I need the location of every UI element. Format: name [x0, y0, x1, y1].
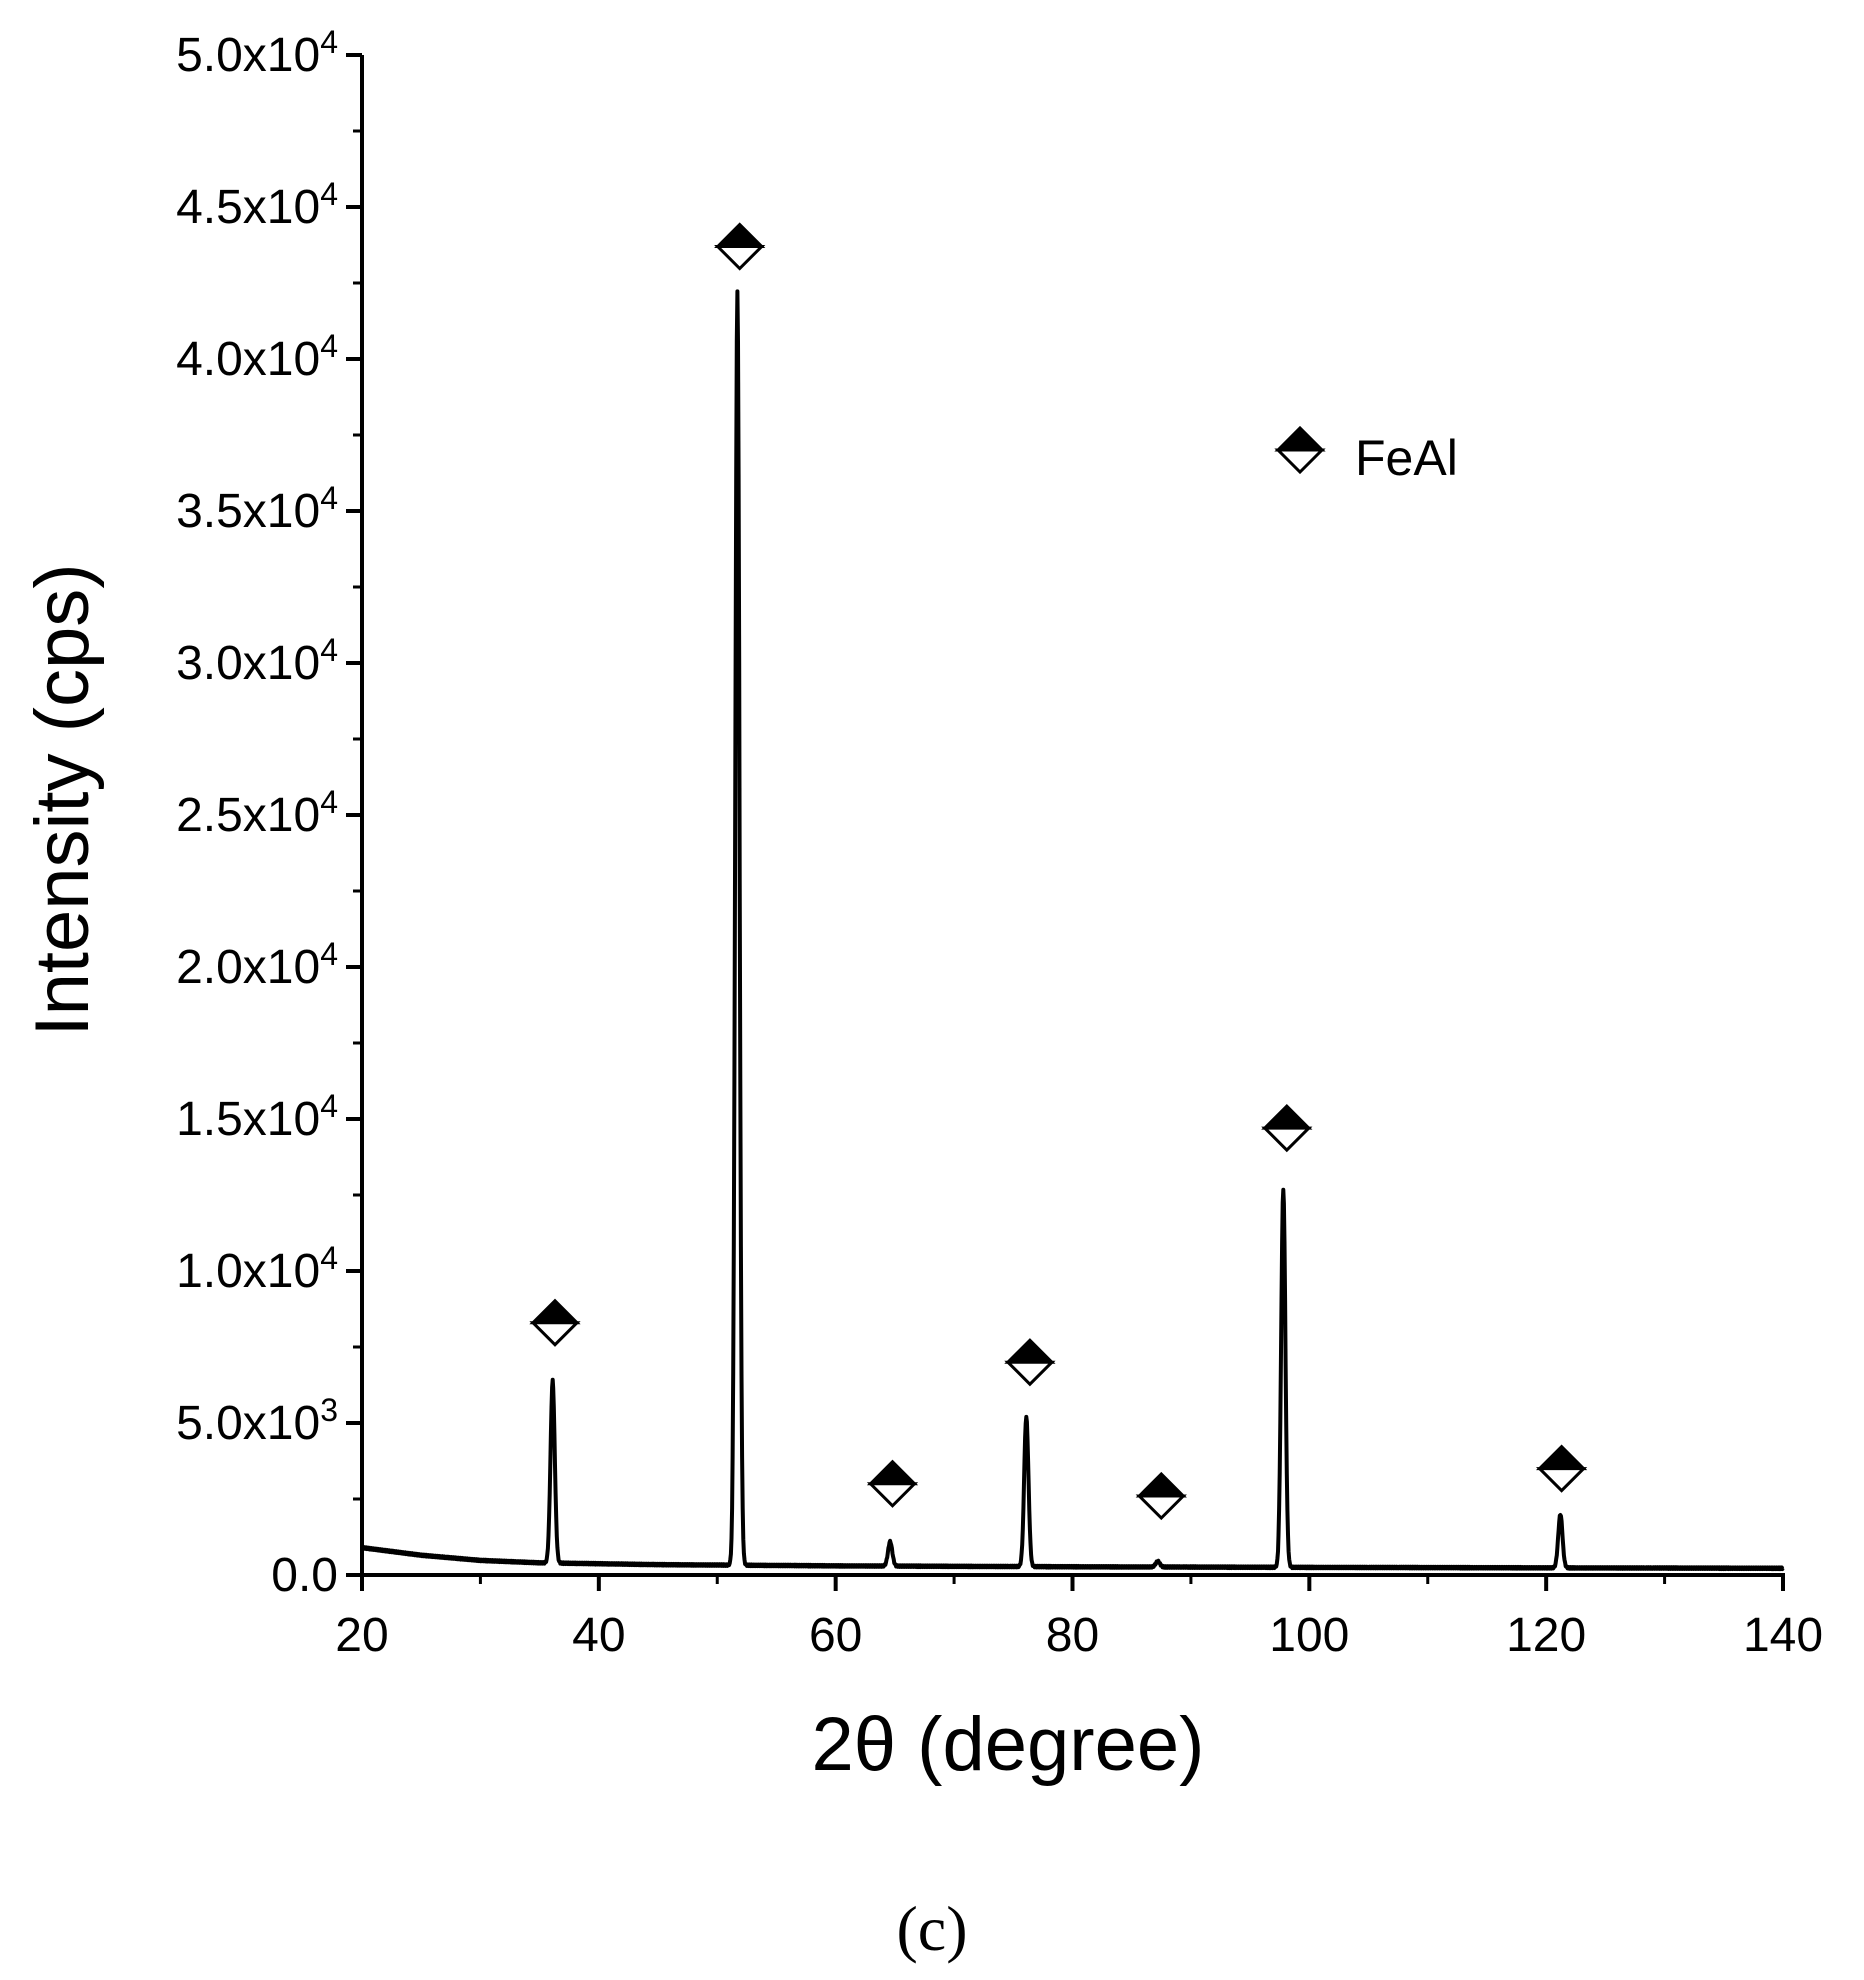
y-tick-label: 4.5x104	[176, 176, 338, 234]
feal-diamond-marker	[1004, 1338, 1056, 1387]
x-tick-label: 40	[572, 1609, 625, 1662]
y-axis-title: Intensity (cps)	[20, 563, 105, 1036]
legend: FeAl	[1274, 425, 1458, 486]
x-tick-label: 120	[1506, 1609, 1586, 1662]
x-axis-ticks: 20 40 60 80 100 120 140	[335, 1575, 1823, 1662]
xrd-pattern-line	[360, 289, 1785, 1572]
y-tick-label: 2.5x104	[176, 784, 338, 842]
feal-diamond-marker	[1535, 1444, 1588, 1493]
y-axis-ticks: 0.0 5.0x103 1.0x104 1.5x104 2.0x104 2.5x104 3.…	[176, 24, 362, 1602]
y-tick-label: 5.0x103	[176, 1392, 338, 1450]
feal-diamond-marker	[529, 1298, 581, 1347]
y-tick-label: 1.0x104	[176, 1240, 338, 1298]
figure-caption: (c)	[896, 1893, 967, 1964]
legend-label: FeAl	[1355, 430, 1458, 486]
peak-markers	[529, 222, 1588, 1521]
plot-area: 0.0 5.0x103 1.0x104 1.5x104 2.0x104 2.5x104 3.…	[176, 24, 1823, 1662]
x-tick-label: 80	[1046, 1609, 1099, 1662]
x-tick-label: 100	[1269, 1609, 1349, 1662]
legend-diamond-icon	[1274, 425, 1326, 475]
y-tick-label: 2.0x104	[176, 936, 338, 994]
x-tick-label: 60	[809, 1609, 862, 1662]
y-tick-label: 3.0x104	[176, 632, 338, 690]
y-tick-label: 1.5x104	[176, 1088, 338, 1146]
feal-diamond-marker	[1261, 1103, 1313, 1153]
y-tick-label: 5.0x104	[176, 24, 338, 82]
feal-diamond-marker	[1135, 1471, 1187, 1521]
y-tick-label: 4.0x104	[176, 328, 338, 386]
y-tick-label: 3.5x104	[176, 480, 338, 538]
x-axis-title: 2θ (degree)	[812, 1702, 1205, 1787]
feal-diamond-marker	[714, 222, 766, 271]
x-tick-label: 140	[1743, 1609, 1823, 1662]
x-tick-label: 20	[335, 1609, 388, 1662]
feal-diamond-marker	[866, 1459, 919, 1508]
y-tick-label: 0.0	[271, 1549, 338, 1602]
